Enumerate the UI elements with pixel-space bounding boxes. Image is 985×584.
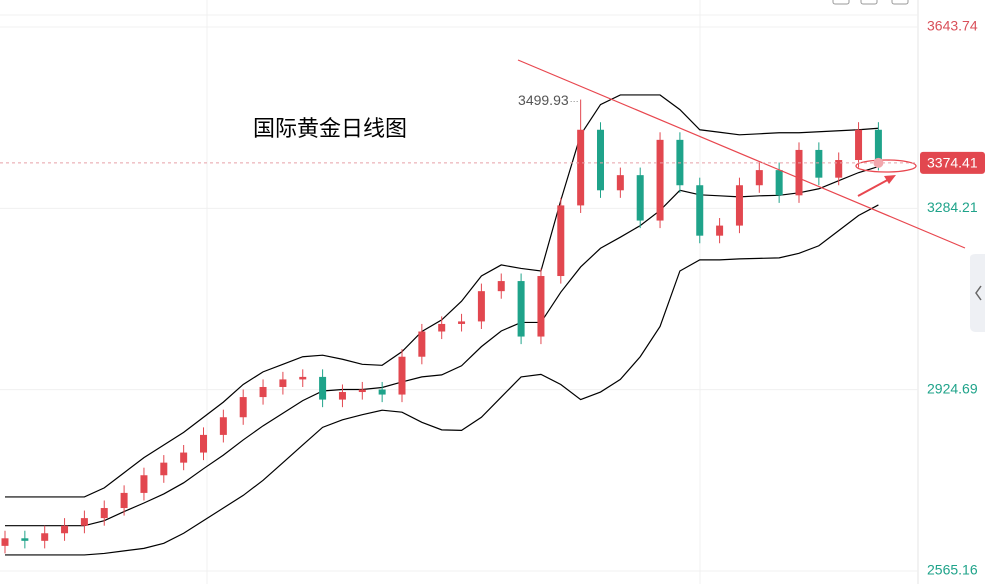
candle-body xyxy=(735,185,743,226)
candle-body xyxy=(755,170,763,186)
candle-body xyxy=(200,434,207,453)
candle-body xyxy=(616,175,624,191)
y-tick-label: 2565.16 xyxy=(927,562,978,578)
band-line xyxy=(5,204,879,556)
candle-body xyxy=(696,185,704,236)
candle-body xyxy=(418,331,426,357)
candle-body xyxy=(219,417,227,435)
side-tab[interactable] xyxy=(970,254,985,332)
candle-body xyxy=(100,508,108,519)
candle-body xyxy=(140,475,148,493)
candle-body xyxy=(299,376,307,380)
highlight-ellipse xyxy=(855,159,917,173)
candle-body xyxy=(497,281,505,292)
candle-body xyxy=(120,492,128,509)
candle-body xyxy=(458,321,466,324)
candle-body xyxy=(80,518,88,526)
candle-body xyxy=(795,149,803,196)
candle-body xyxy=(537,276,545,337)
last-price-dot xyxy=(873,157,884,168)
candle-body xyxy=(636,175,644,221)
candle-body xyxy=(1,538,9,546)
candle-body xyxy=(656,139,664,221)
y-tick-label: 3284.21 xyxy=(927,199,978,215)
arrow-head xyxy=(884,175,896,184)
candle-body xyxy=(835,160,843,178)
chart-title: 国际黄金日线图 xyxy=(253,116,407,141)
y-tick-label: 3643.74 xyxy=(927,18,978,34)
last-price-label: 3374.41 xyxy=(927,155,978,171)
candle-body xyxy=(180,452,188,463)
candle-body xyxy=(259,386,267,398)
candle-body xyxy=(319,376,327,400)
candle-body xyxy=(378,389,386,395)
candle-body xyxy=(716,225,724,236)
candle-body xyxy=(338,392,346,400)
candle-body xyxy=(597,129,604,191)
candle-body xyxy=(21,538,29,541)
candle-body xyxy=(775,170,783,196)
candle-body xyxy=(477,291,485,322)
band-line xyxy=(5,166,879,527)
candle-body xyxy=(874,129,882,163)
candle-body xyxy=(855,129,863,161)
y-tick-label: 2924.69 xyxy=(927,380,978,396)
high-label: 3499.93 xyxy=(518,92,569,108)
band-line xyxy=(5,94,879,498)
candle-body xyxy=(61,525,69,534)
candle-body xyxy=(517,281,525,337)
candle-body xyxy=(815,149,823,178)
candle-body xyxy=(279,379,287,387)
candle-body xyxy=(41,533,49,541)
candle-body xyxy=(239,397,247,418)
candle-body xyxy=(438,323,446,332)
candle-body xyxy=(577,129,585,206)
candle-body xyxy=(557,205,565,277)
candle-body xyxy=(398,356,406,395)
toolbar-icon[interactable] xyxy=(860,0,878,5)
side-tab-icon[interactable] xyxy=(975,285,982,301)
plot xyxy=(0,26,918,572)
toolbar-icon[interactable] xyxy=(832,0,850,5)
trend-line xyxy=(517,59,966,249)
toolbar-icon[interactable] xyxy=(891,0,909,5)
last-price-tag xyxy=(920,151,985,174)
candle-body xyxy=(358,389,366,393)
candle-body xyxy=(160,462,168,476)
